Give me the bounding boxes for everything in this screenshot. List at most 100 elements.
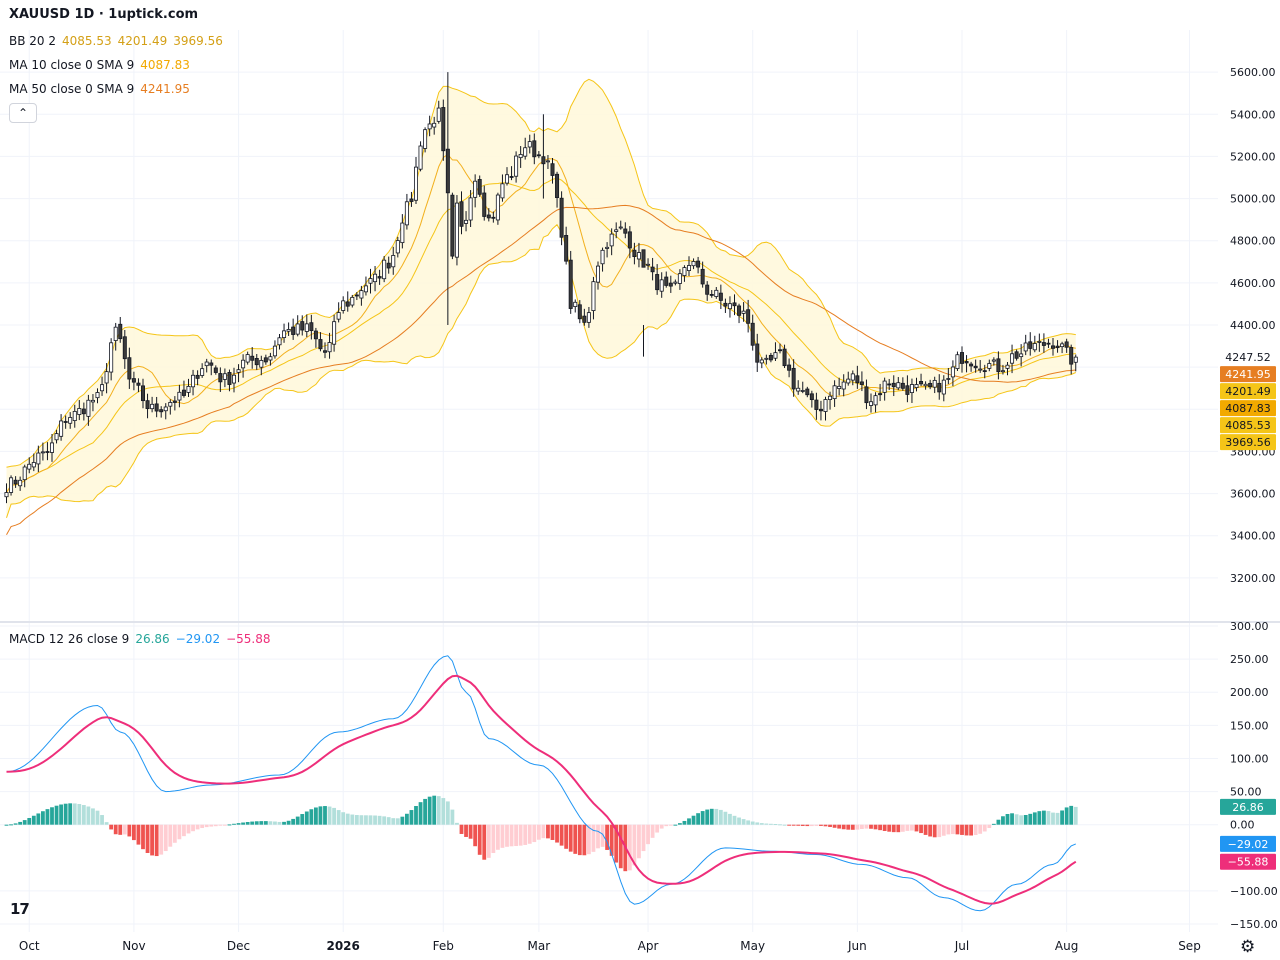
macd-histogram-bar [709, 808, 714, 825]
candle-body [45, 451, 50, 453]
macd-histogram-bar [104, 822, 109, 825]
candle-body [855, 375, 860, 384]
tradingview-logo-icon[interactable]: 17 [10, 900, 30, 918]
candle-body [800, 390, 805, 392]
macd-histogram-bar [455, 822, 459, 825]
macd-histogram-bar [36, 813, 41, 825]
macd-histogram-bar [350, 814, 355, 825]
candle-body [900, 382, 905, 389]
candle-body [668, 282, 673, 287]
macd-histogram-bar [86, 806, 91, 825]
macd-histogram-bar [1060, 810, 1064, 825]
macd-histogram-bar [755, 822, 760, 825]
candle-body [909, 384, 914, 394]
candle-body [737, 305, 742, 316]
candle-body [609, 233, 614, 247]
candle-body [382, 259, 387, 280]
candle-body [286, 329, 291, 332]
gear-icon[interactable]: ⚙ [1240, 937, 1256, 957]
macd-histogram-bar [273, 821, 277, 825]
bb-legend[interactable]: BB 20 2 4085.53 4201.49 3969.56 [9, 33, 223, 49]
macd-histogram-bar [627, 824, 632, 871]
macd-histogram-bar [955, 824, 960, 835]
candle-body [850, 373, 855, 381]
candle-body [491, 216, 496, 219]
macd-histogram-bar [914, 824, 919, 832]
candle-body [473, 180, 478, 198]
macd-histogram-bar [705, 809, 710, 825]
candle-body [127, 357, 132, 380]
macd-badge: −55.88 [1228, 856, 1269, 869]
macd-histogram-bar [600, 824, 605, 847]
macd-histogram-bar [113, 824, 118, 835]
ma10-legend[interactable]: MA 10 close 0 SMA 9 4087.83 [9, 57, 190, 73]
price-tick-label: 5000.00 [1230, 193, 1276, 206]
candle-body [363, 285, 368, 293]
price-badge: 4201.49 [1225, 385, 1271, 398]
candle-body [937, 382, 942, 393]
macd-histogram-bar [896, 824, 901, 833]
candle-body [518, 154, 523, 159]
macd-histogram-bar [509, 824, 514, 847]
macd-line [6, 655, 1076, 912]
candle-body [700, 268, 705, 285]
macd-histogram-bar [200, 824, 205, 829]
macd-histogram-bar [891, 824, 896, 833]
ma50-legend[interactable]: MA 50 close 0 SMA 9 4241.95 [9, 81, 190, 97]
time-tick-label: Jun [847, 939, 867, 953]
ma50-legend-label: MA 50 close 0 SMA 9 [9, 82, 135, 96]
macd-badge: 26.86 [1232, 801, 1264, 814]
candle-body [655, 274, 660, 291]
candle-body [336, 312, 341, 320]
collapse-legend-button[interactable]: ⌃ [9, 103, 37, 123]
macd-histogram-bar [796, 824, 801, 826]
candle-body [818, 408, 823, 412]
candle-body [1005, 364, 1010, 369]
candle-body [964, 361, 969, 364]
price-badge: 4241.95 [1225, 368, 1271, 381]
macd-histogram-bar [732, 815, 737, 825]
candle-body [764, 357, 769, 360]
macd-legend[interactable]: MACD 12 26 close 9 26.86 −29.02 −55.88 [9, 631, 271, 647]
candle-body [1023, 342, 1028, 352]
macd-histogram-bar [523, 824, 528, 845]
macd-histogram-bar [632, 824, 637, 866]
macd-badge-bg [1220, 853, 1276, 870]
candle-body [259, 360, 264, 368]
macd-histogram-bar [973, 824, 978, 835]
candle-body [145, 400, 150, 410]
candle-body [241, 359, 246, 369]
macd-histogram-bar [136, 824, 141, 845]
macd-histogram-bar [68, 803, 73, 825]
macd-histogram-bar [887, 824, 892, 832]
bb-basis-line [6, 177, 1076, 493]
candle-body [932, 379, 937, 388]
candle-body [18, 479, 23, 487]
candle-body [204, 361, 209, 367]
candle-body [960, 352, 965, 364]
candle-body [1041, 342, 1046, 346]
candle-body [218, 373, 223, 383]
candle-body [9, 477, 14, 493]
macd-histogram-bar [937, 824, 942, 838]
time-tick-label: 2026 [326, 939, 359, 953]
macd-histogram-bar [618, 824, 623, 869]
macd-histogram-bar [778, 824, 782, 826]
macd-histogram-bar [263, 821, 268, 825]
candle-body [54, 433, 59, 441]
candle-body [527, 141, 532, 148]
macd-histogram-bar [646, 824, 650, 845]
macd-histogram-bar [31, 815, 36, 825]
macd-histogram-bar [291, 818, 296, 825]
macd-histogram-bar [191, 824, 195, 832]
candle-body [664, 276, 669, 286]
macd-histogram-bar [905, 824, 910, 831]
macd-histogram-bar [855, 824, 860, 830]
macd-histogram-bar [910, 824, 914, 831]
candle-body [186, 386, 191, 393]
macd-badge: −29.02 [1228, 838, 1269, 851]
candle-body [978, 368, 983, 371]
macd-histogram-bar [241, 822, 245, 825]
candle-body [309, 322, 314, 332]
